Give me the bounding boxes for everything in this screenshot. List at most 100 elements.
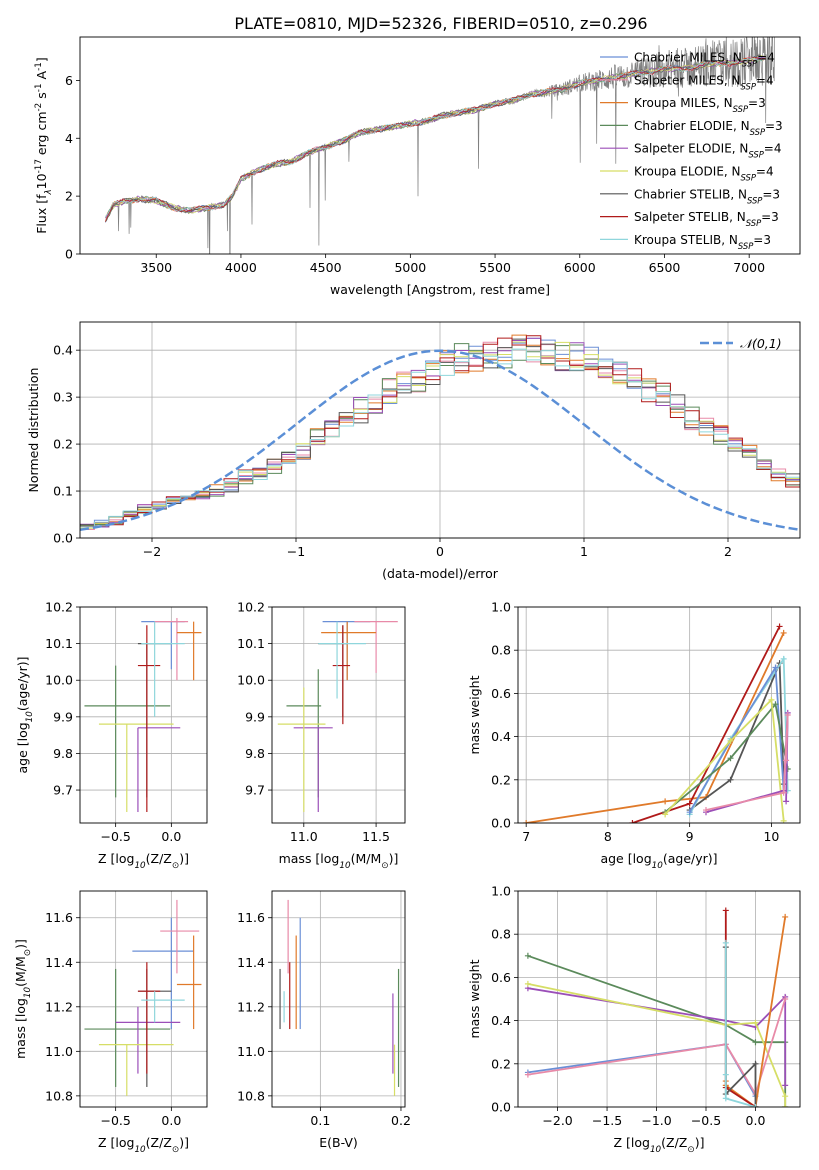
weight-marker	[662, 798, 669, 805]
tick-label-y: 10.1	[45, 636, 73, 651]
weight-marker	[686, 809, 693, 816]
weight-line	[724, 910, 756, 1107]
tick-label-x: 5000	[394, 260, 426, 275]
model-line-chabrier-stelib	[105, 54, 766, 223]
tick-label-y: 0.4	[491, 1013, 511, 1028]
tick-label-y: 9.7	[53, 783, 73, 798]
axes-frame	[79, 890, 208, 1108]
tick-label-y: 6	[65, 73, 73, 88]
errorbar-kroupa-stelib	[318, 621, 366, 699]
tick-label-y: 10.2	[237, 600, 265, 615]
errorbar-kroupa-miles	[176, 935, 202, 1030]
tick-label-y: 10.2	[45, 600, 73, 615]
x-axis-label: wavelength [Angstrom, rest frame]	[330, 282, 550, 297]
errorbar-salpeter-miles	[354, 621, 398, 673]
tick-label-y: 11.2	[45, 999, 73, 1014]
weight-marker	[722, 907, 729, 914]
tick-label-x: 0.0	[161, 1113, 181, 1128]
tick-label-x: 0.0	[746, 1113, 766, 1128]
tick-label-x: −0.5	[100, 829, 130, 844]
tick-label-y: 9.9	[245, 709, 265, 724]
weight-marker	[768, 696, 775, 703]
weight-marker	[523, 820, 530, 823]
y-axis-label: mass [log10(M/M⊙)]	[13, 939, 33, 1059]
tick-label-x: 4500	[310, 260, 342, 275]
errorbar-kroupa-miles	[176, 621, 202, 681]
tick-label-x: 0.2	[391, 1113, 411, 1128]
tick-label-y: 10.8	[237, 1088, 265, 1103]
weight-marker	[780, 655, 787, 662]
axes-mass-vs-ebv: 0.1 0.2 10.8 11.0 11.2 11.4 11.6 E(B-V)	[237, 890, 411, 1150]
errorbar-kroupa-elodie	[98, 723, 174, 813]
axes-frame	[271, 890, 406, 1108]
axes-massweight-vs-age: 7 8 9 10 0.0 0.2 0.4 0.6 0.8 1.0 age [log10(age/yr…	[467, 600, 801, 871]
plot-area-spectrum	[105, 37, 775, 254]
errorbar-salpeter-miles	[154, 617, 189, 681]
tick-label-y: 9.8	[53, 746, 73, 761]
plot-area-mass-vs-ebv	[279, 899, 400, 1096]
weight-marker	[752, 1039, 759, 1046]
tick-label-y: 0.1	[53, 484, 73, 499]
x-axis-label: Z [log10(Z/Z⊙)]	[613, 1135, 704, 1155]
plot-area-residuals	[80, 334, 800, 532]
weight-series-salpeter-miles	[703, 712, 791, 814]
tick-label-x: 1	[580, 544, 588, 559]
weight-marker	[776, 623, 783, 630]
errorbar-salpeter-elodie	[137, 727, 181, 813]
errorbar-kroupa-elodie	[98, 1044, 174, 1096]
axes-frame	[517, 890, 801, 1108]
legend-label: Kroupa ELODIE, NSSP=4	[634, 165, 774, 183]
plot-area-mass-vs-Z	[84, 899, 202, 1096]
tick-label-y: 0	[65, 247, 73, 262]
x-axis-label: Z [log10(Z/Z⊙)]	[98, 851, 189, 871]
tick-label-y: 10.1	[237, 636, 265, 651]
weight-line	[689, 662, 785, 811]
model-line-salpeter-elodie	[105, 55, 766, 219]
errorbar-salpeter-stelib	[137, 962, 161, 1074]
weight-marker	[662, 811, 669, 818]
legend-label: Chabrier MILES, NSSP=4	[634, 51, 775, 69]
weight-marker	[727, 776, 734, 783]
normal-legend-label: 𝒩(0,1)	[740, 336, 782, 351]
tick-label-x: 11.0	[290, 829, 318, 844]
weight-marker	[784, 712, 791, 718]
tick-label-x: 6500	[649, 260, 681, 275]
weight-marker	[524, 952, 531, 959]
weight-marker	[782, 996, 789, 1002]
errorbar-kroupa-elodie	[277, 687, 326, 813]
axes-massweight-vs-Z: −2.0 −1.5 −1.0 −0.5 0.0 0.0 0.2 0.4 0.6 0.8 1.0 Z […	[467, 884, 801, 1155]
weight-marker	[782, 1082, 789, 1089]
plot-area-massweight-vs-age	[523, 623, 791, 823]
weight-marker	[686, 800, 693, 807]
legend-label: Salpeter ELODIE, NSSP=4	[634, 142, 782, 160]
weight-marker	[722, 1071, 729, 1078]
weight-series-salpeter-stelib	[629, 623, 783, 823]
weight-marker	[752, 1104, 759, 1107]
weight-marker	[752, 1060, 759, 1067]
weight-marker	[780, 629, 787, 636]
axes-frame	[79, 606, 208, 824]
weight-marker	[782, 913, 789, 920]
weight-marker	[727, 737, 734, 744]
x-axis-label: (data-model)/error	[382, 566, 499, 581]
weight-marker	[703, 807, 709, 814]
tick-label-y: 4	[65, 131, 73, 146]
tick-label-x: 9	[686, 829, 694, 844]
x-axis-label: E(B-V)	[319, 1135, 358, 1150]
tick-label-y: 10.0	[237, 673, 265, 688]
tick-label-y: 2	[65, 189, 73, 204]
tick-label-y: 0.6	[491, 970, 511, 985]
tick-label-x: 7	[522, 829, 530, 844]
histogram-chabrier-miles	[80, 337, 800, 527]
tick-label-x: 3500	[140, 260, 172, 275]
weight-line	[724, 942, 756, 1107]
legend-label: Kroupa MILES, NSSP=3	[634, 96, 766, 114]
errorbar-chabrier-stelib	[137, 968, 172, 1087]
weight-series-kroupa-stelib	[722, 939, 759, 1107]
tick-label-x: 0	[436, 544, 444, 559]
tick-label-x: 4000	[225, 260, 257, 275]
y-axis-label: Flux [fλ10-17 erg cm-2 s-1 A-1]	[34, 57, 54, 234]
legend-label: Chabrier STELIB, NSSP=3	[634, 187, 780, 205]
tick-label-x: −1.0	[641, 1113, 671, 1128]
